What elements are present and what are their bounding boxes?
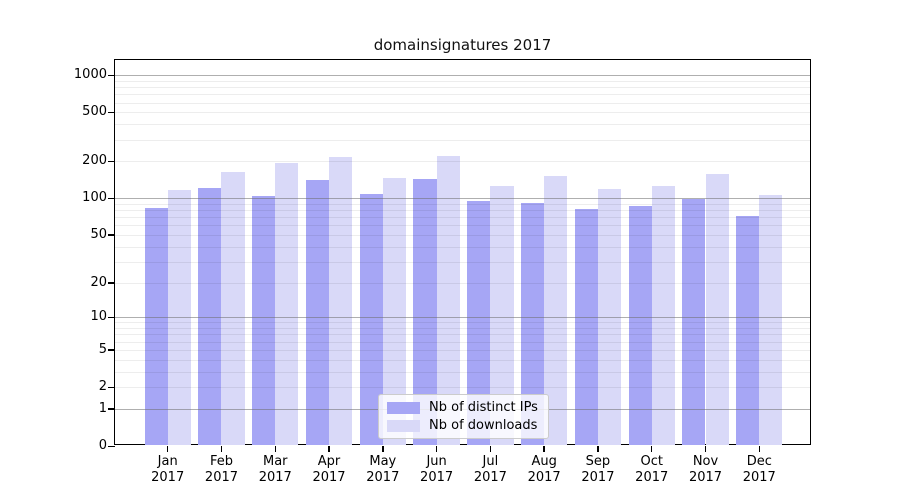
y-tick-mark [108, 234, 115, 236]
bar-distinct-ips [520, 203, 545, 445]
y-tick-mark [108, 316, 115, 319]
plot-area: 1000 500 200 100 50 20 10 5 2 1 0 Jan 2017 Feb 2017 M… [74, 59, 811, 485]
y-tick-label: 2 [98, 379, 107, 395]
bar-downloads [329, 157, 353, 445]
bar-distinct-ips [628, 205, 652, 445]
chart-title: domainsignatures 2017 [373, 36, 552, 54]
y-tick-mark [108, 197, 115, 200]
y-tick-mark [108, 408, 115, 410]
y-tick-mark [108, 386, 115, 389]
x-tick-label: Nov 2017 [688, 454, 723, 485]
bar-downloads [651, 185, 675, 445]
y-tick-label: 200 [82, 153, 107, 169]
y-tick-label: 500 [82, 104, 107, 120]
x-tick-mark [382, 446, 384, 452]
bar-downloads [382, 177, 406, 445]
bars-layer [115, 60, 810, 445]
legend: Nb of distinct IPs Nb of downloads [378, 394, 549, 439]
bar-downloads [597, 189, 622, 445]
x-tick-label: Jan 2017 [151, 454, 185, 485]
ticks-layer: 1000 500 200 100 50 20 10 5 2 1 0 Jan 2017 Feb 2017 M… [74, 60, 810, 485]
x-tick-label: Aug 2017 [527, 454, 561, 485]
x-tick-label: Jul 2017 [473, 454, 507, 485]
legend-label-distinct-ips: Nb of distinct IPs [429, 400, 538, 415]
x-tick-label: May 2017 [366, 454, 400, 485]
x-tick-mark [543, 446, 545, 452]
bar-distinct-ips [682, 198, 706, 445]
x-tick-label: Dec 2017 [742, 454, 776, 485]
y-tick-label: 100 [82, 190, 107, 206]
bar-downloads [275, 162, 299, 445]
y-tick-mark [108, 445, 115, 447]
bar-distinct-ips [198, 188, 222, 445]
x-tick-mark [435, 446, 438, 452]
bar-distinct-ips [574, 209, 598, 445]
bar-distinct-ips [467, 200, 491, 445]
x-tick-mark [220, 446, 223, 452]
x-tick-label: Feb 2017 [204, 454, 239, 485]
x-tick-mark [704, 446, 707, 452]
y-tick-mark [108, 111, 115, 114]
legend-swatch-distinct-ips [387, 401, 420, 414]
x-tick-label: Jun 2017 [420, 454, 454, 485]
y-tick-mark [108, 349, 115, 351]
bar-downloads [490, 185, 514, 445]
y-tick-label: 1000 [73, 67, 107, 83]
x-tick-mark [489, 446, 492, 452]
bar-distinct-ips [736, 215, 760, 445]
bar-distinct-ips [305, 179, 330, 445]
bar-downloads [436, 156, 460, 445]
bar-downloads [544, 175, 568, 445]
legend-label-downloads: Nb of downloads [429, 418, 538, 433]
x-tick-mark [650, 446, 653, 452]
bar-downloads [705, 173, 729, 445]
y-tick-mark [108, 160, 115, 163]
bar-downloads [167, 190, 191, 445]
y-tick-label: 5 [98, 341, 107, 357]
x-tick-label: Mar 2017 [258, 454, 292, 485]
legend-row-distinct-ips: Nb of distinct IPs [387, 400, 538, 415]
y-tick-label: 0 [98, 438, 107, 453]
y-tick-label: 1 [98, 400, 107, 416]
bar-distinct-ips [144, 208, 168, 445]
x-tick-mark [274, 446, 276, 452]
bar-distinct-ips [413, 179, 437, 445]
legend-row-downloads: Nb of downloads [387, 418, 538, 433]
bar-distinct-ips [252, 195, 276, 445]
y-tick-label: 10 [90, 309, 107, 325]
y-tick-label: 50 [90, 226, 107, 242]
y-tick-label: 20 [90, 274, 107, 290]
y-tick-mark [108, 282, 115, 284]
x-tick-label: Apr 2017 [312, 454, 346, 485]
x-tick-mark [166, 446, 169, 452]
x-tick-mark [328, 446, 330, 452]
bar-distinct-ips [359, 194, 383, 445]
x-tick-mark [758, 446, 761, 452]
legend-swatch-downloads [387, 419, 420, 432]
x-tick-label: Sep 2017 [581, 454, 615, 485]
x-tick-mark [597, 446, 599, 452]
x-tick-label: Oct 2017 [635, 454, 669, 485]
bar-downloads [221, 172, 245, 445]
y-tick-mark [108, 74, 115, 77]
bar-downloads [759, 195, 783, 445]
